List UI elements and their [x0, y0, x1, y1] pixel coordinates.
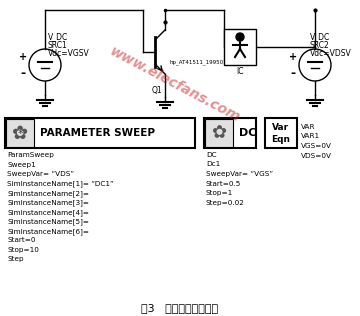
Text: SweepVar= “VGS”: SweepVar= “VGS” [206, 171, 273, 177]
Text: -: - [291, 68, 296, 81]
Text: hp_AT41511_19950125_Probe: hp_AT41511_19950125_Probe [170, 59, 253, 65]
Text: SweepVar= “VDS”: SweepVar= “VDS” [7, 171, 74, 177]
Text: Vdc=VGSV: Vdc=VGSV [48, 48, 90, 58]
Text: Vdc=VDSV: Vdc=VDSV [310, 48, 352, 58]
Text: ✿: ✿ [211, 124, 226, 142]
Text: Var: Var [273, 124, 289, 132]
Bar [205, 119, 233, 147]
Text: *: * [17, 129, 23, 139]
Text: SimInstanceName[6]=: SimInstanceName[6]= [7, 228, 89, 235]
Bar [204, 118, 256, 148]
Bar [224, 29, 256, 65]
Text: Dc1: Dc1 [206, 161, 220, 167]
Text: +: + [289, 52, 297, 62]
Text: SimInstanceName[4]=: SimInstanceName[4]= [7, 209, 89, 216]
Text: DC: DC [239, 128, 256, 138]
Text: Start=0.5: Start=0.5 [206, 180, 241, 186]
Text: PARAMETER SWEEP: PARAMETER SWEEP [40, 128, 155, 138]
Text: SimInstanceName[1]= “DC1”: SimInstanceName[1]= “DC1” [7, 180, 114, 187]
Text: www.elecfans.com: www.elecfans.com [107, 45, 243, 125]
Text: IC: IC [236, 68, 244, 76]
Text: Step: Step [7, 257, 24, 263]
Text: Eqn: Eqn [271, 136, 291, 144]
Text: Stop=1: Stop=1 [206, 190, 233, 196]
Text: V_DC: V_DC [48, 33, 68, 41]
Text: -: - [21, 68, 26, 81]
Circle shape [236, 33, 244, 41]
Bar [6, 119, 34, 147]
Text: 图3   封装模型仿真电路: 图3 封装模型仿真电路 [141, 303, 219, 313]
Text: VDS=0V: VDS=0V [301, 153, 332, 159]
Text: SRC2: SRC2 [310, 40, 330, 50]
Bar [5, 118, 195, 148]
Text: V_DC: V_DC [310, 33, 330, 41]
Text: SimInstanceName[5]=: SimInstanceName[5]= [7, 218, 89, 225]
Text: SRC1: SRC1 [48, 40, 68, 50]
Text: +: + [19, 52, 27, 62]
Bar [265, 118, 297, 148]
Text: DC: DC [206, 152, 217, 158]
Text: Sweep1: Sweep1 [7, 161, 36, 167]
Text: Stop=10: Stop=10 [7, 247, 39, 253]
Text: VGS=0V: VGS=0V [301, 143, 332, 149]
Text: Start=0: Start=0 [7, 238, 36, 244]
Text: ✿: ✿ [12, 124, 28, 143]
Text: VAR: VAR [301, 124, 315, 130]
Text: SimInstanceName[2]=: SimInstanceName[2]= [7, 190, 89, 197]
Text: ParamSweep: ParamSweep [7, 152, 54, 158]
Text: VAR1: VAR1 [301, 133, 320, 139]
Text: Step=0.02: Step=0.02 [206, 199, 245, 205]
Text: SimInstanceName[3]=: SimInstanceName[3]= [7, 199, 89, 206]
Text: Q1: Q1 [152, 86, 163, 94]
